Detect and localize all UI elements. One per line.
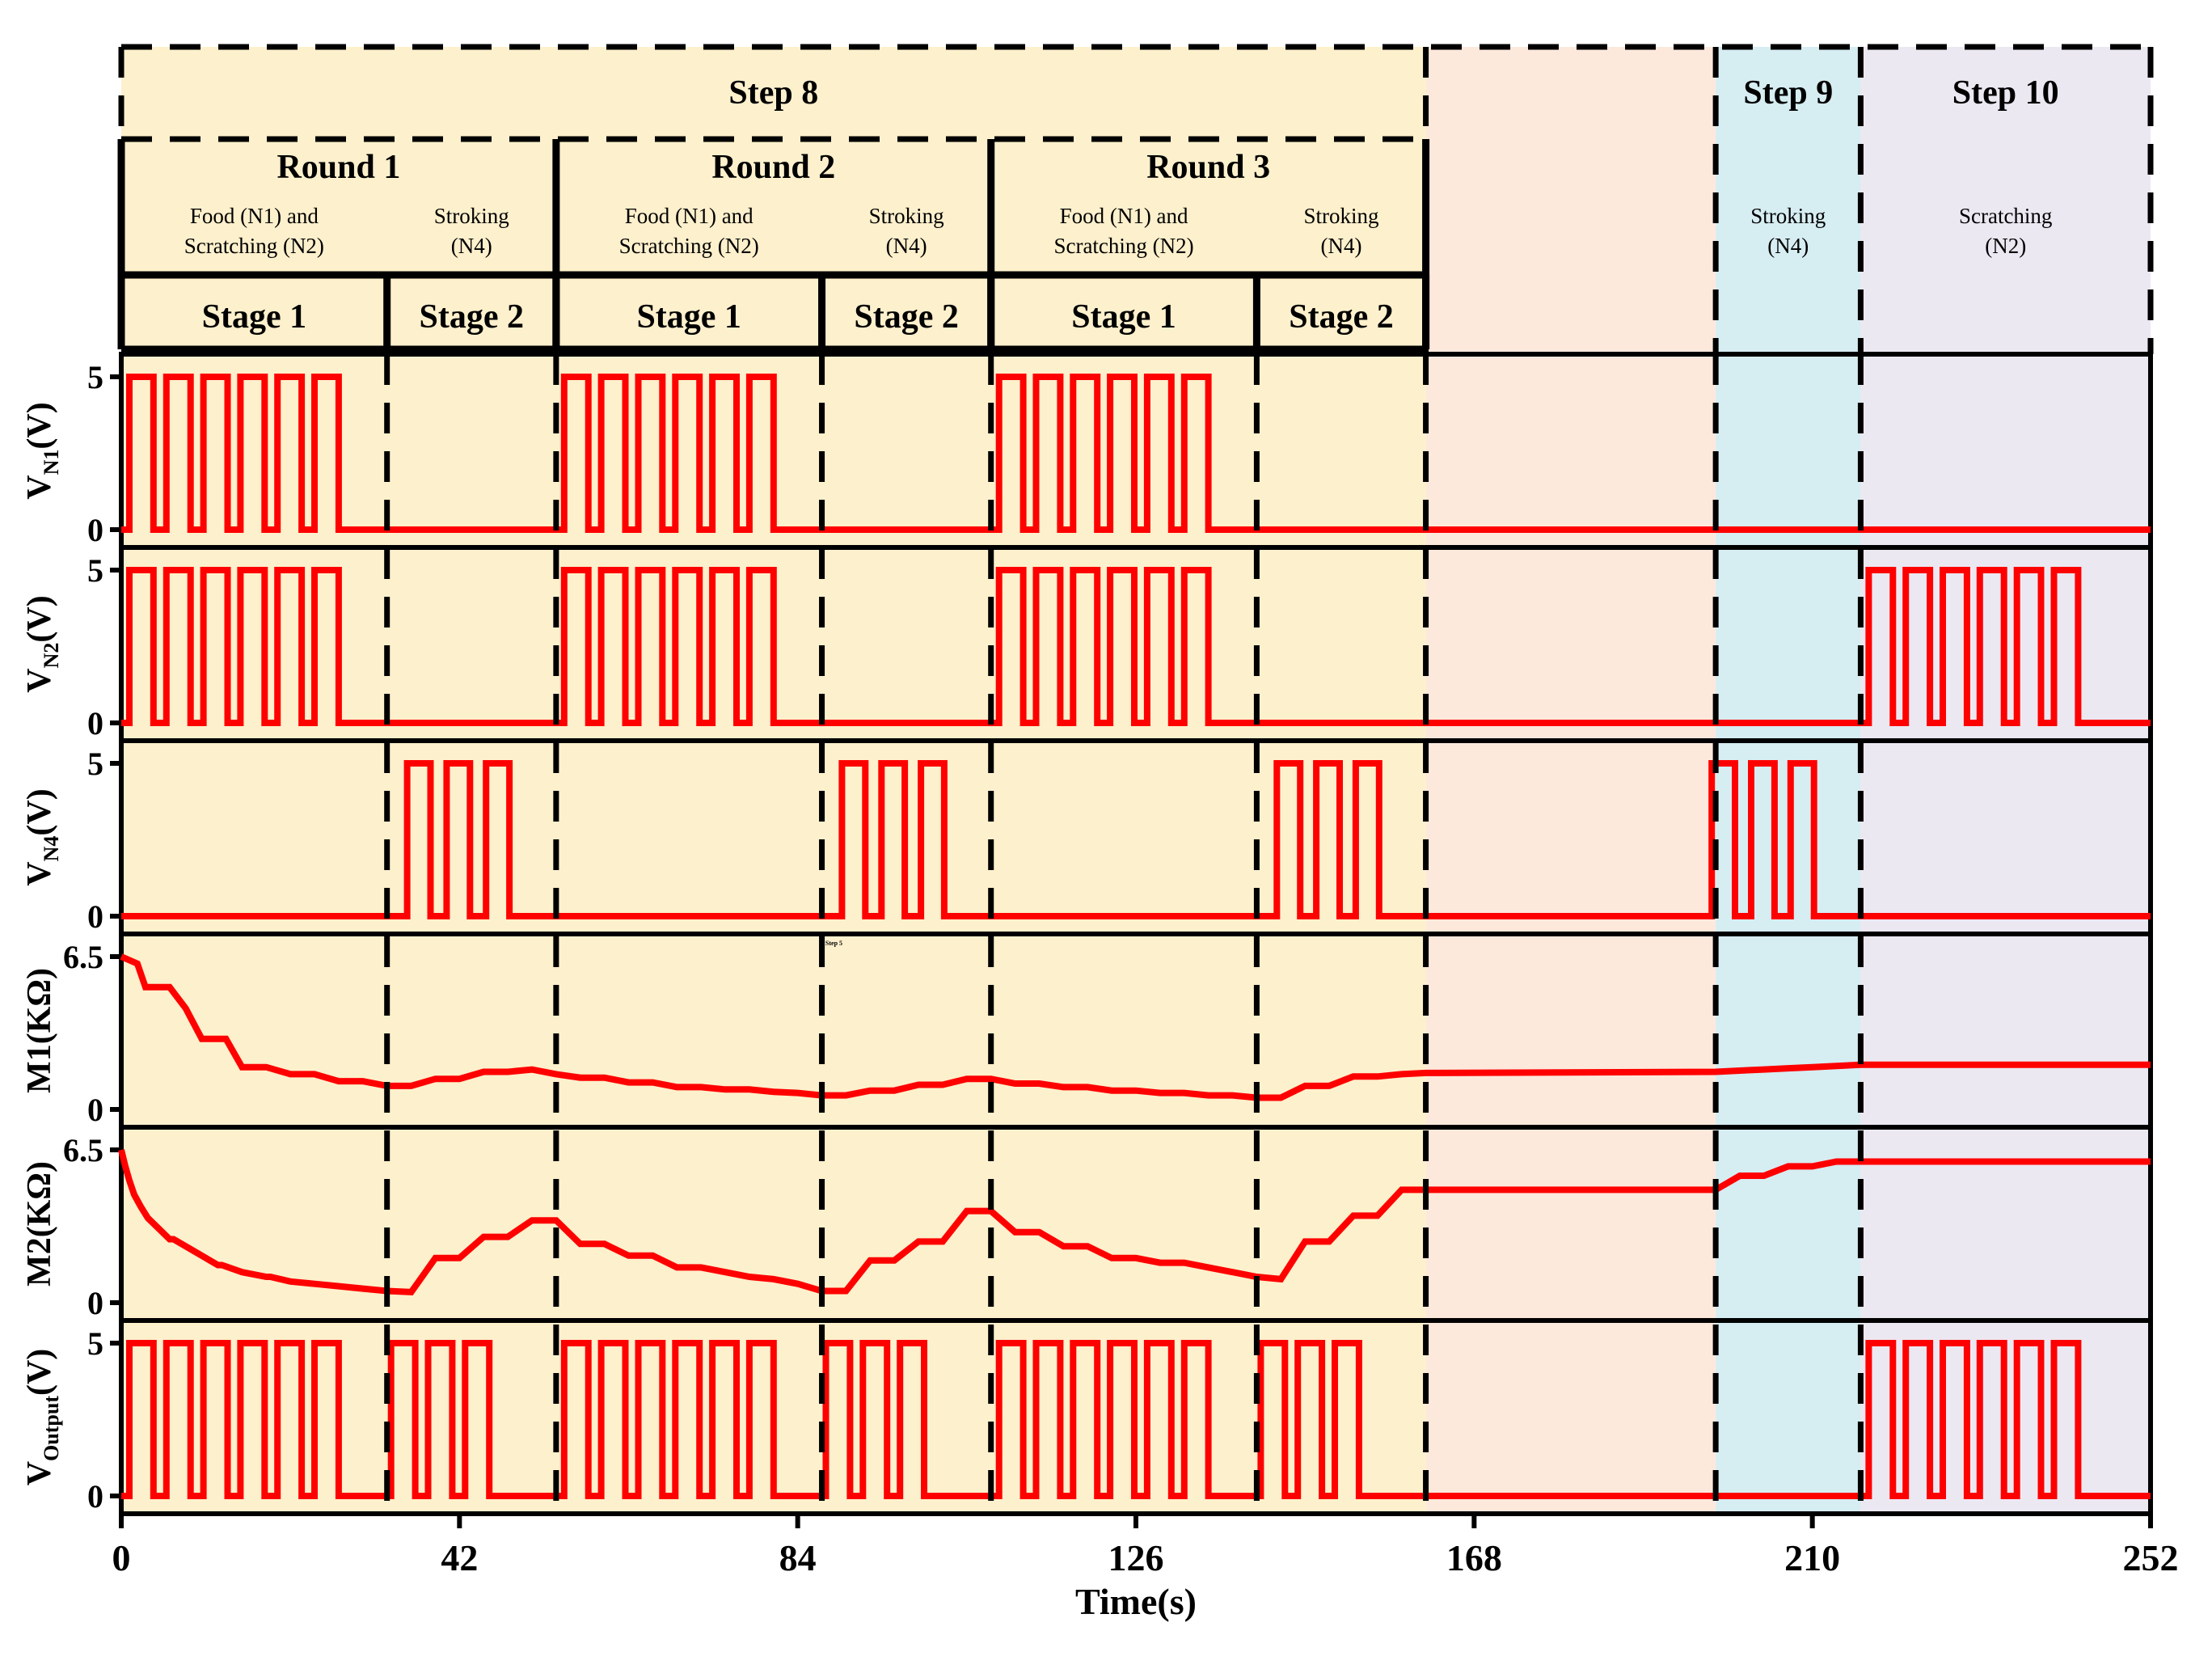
x-tick-label: 252	[2123, 1537, 2179, 1578]
y-axis-label-text: VOutput(V)	[21, 1349, 63, 1486]
x-tick-label: 210	[1784, 1537, 1840, 1578]
stage-label: Stage 1	[202, 298, 307, 336]
stage-label: Stage 2	[1289, 298, 1394, 336]
stage-desc-line: (N4)	[1320, 234, 1361, 258]
chart-header: Step 8 Step 9 Step 10 Round 1 Round 2 Round 3…	[117, 44, 2151, 353]
y-label-main: V	[21, 475, 58, 499]
x-tick-label: 42	[441, 1537, 478, 1578]
y-axis-label: VN1(V)	[21, 402, 63, 499]
stage-label: Stage 1	[1071, 298, 1176, 336]
step-label: Step 10	[1952, 74, 2059, 112]
y-tick-label: 0	[87, 512, 103, 548]
y-label-main: M2(KΩ)	[21, 1161, 58, 1287]
step-desc-line: (N4)	[1767, 234, 1809, 258]
signal-trace-4	[118, 1149, 2151, 1295]
x-tick-label: 126	[1108, 1537, 1164, 1578]
y-tick-label: 5	[87, 359, 103, 395]
stage-dividers	[118, 47, 2154, 1514]
stage-desc-line: Scratching (N2)	[184, 234, 324, 258]
round-label: Round 1	[276, 149, 400, 186]
stage-desc-line: (N4)	[886, 234, 927, 258]
y-axis-label-text: VN2(V)	[21, 595, 63, 692]
step-label: Step 8	[728, 74, 818, 112]
y-tick-label: 6.5	[63, 939, 103, 975]
y-axis-label: VOutput(V)	[21, 1349, 63, 1486]
step-desc-line: Stroking	[1750, 204, 1826, 228]
round-label: Round 3	[1146, 149, 1270, 186]
y-axis-label: M1(KΩ)	[21, 968, 58, 1093]
stage-label: Stage 1	[636, 298, 741, 336]
stage-desc-line: Scratching (N2)	[619, 234, 759, 258]
y-label-main: M1(KΩ)	[21, 968, 58, 1093]
y-label-unit: (V)	[21, 1349, 58, 1396]
signal-trace-3	[120, 953, 2151, 1101]
y-tick-label: 0	[87, 1285, 103, 1321]
stage-label: Stage 2	[420, 298, 525, 336]
y-label-unit: (V)	[21, 788, 58, 835]
x-axis: 0 42 84 126 168 210 252 Time(s)	[112, 1511, 2179, 1622]
y-tick-label: 0	[87, 705, 103, 742]
stage-desc-line: Stroking	[1303, 204, 1378, 228]
y-axis-label: M2(KΩ)	[21, 1161, 58, 1287]
step-background	[1425, 47, 1716, 1514]
signal-trace-1	[121, 567, 2151, 726]
stage-desc-line: (N4)	[451, 234, 492, 258]
stage-desc-line: Food (N1) and	[625, 204, 754, 228]
y-tick-label: 6.5	[63, 1132, 103, 1168]
y-tick-label: 0	[87, 1478, 103, 1515]
step-label: Step 9	[1743, 74, 1833, 112]
y-axis-label: VN4(V)	[21, 788, 63, 885]
stage-label: Stage 2	[854, 298, 959, 336]
x-tick-label: 0	[112, 1537, 131, 1578]
y-axis-label: VN2(V)	[21, 595, 63, 692]
stage-desc-line: Stroking	[869, 204, 944, 228]
y-label-main: V	[21, 861, 58, 885]
step-background	[1860, 47, 2151, 1514]
y-label-main: V	[21, 668, 58, 692]
signal-trace-2	[121, 760, 2151, 919]
y-tick-label: 0	[87, 1092, 103, 1128]
annotation-label: Step 5	[825, 940, 842, 947]
step-backgrounds	[121, 47, 2151, 1514]
y-tick-label: 5	[87, 552, 103, 589]
y-label-sub: N4	[40, 836, 63, 862]
y-tick-label: 5	[87, 746, 103, 782]
signal-trace-5	[121, 1340, 2151, 1499]
round-label: Round 2	[711, 149, 835, 186]
y-label-sub: N1	[40, 450, 63, 475]
x-tick-label: 84	[779, 1537, 817, 1578]
stage-desc-line: Stroking	[434, 204, 509, 228]
y-tick-label: 0	[87, 898, 103, 935]
signal-trace-0	[121, 374, 2151, 533]
y-label-unit: (V)	[21, 595, 58, 642]
y-label-sub: Output	[40, 1396, 63, 1461]
signal-panels: 05VN1(V)05VN2(V)05VN4(V)06.5M1(KΩ)06.5M2…	[21, 352, 2153, 1516]
y-label-sub: N2	[40, 643, 63, 669]
stage-desc-line: Food (N1) and	[190, 204, 319, 228]
x-tick-label: 168	[1446, 1537, 1502, 1578]
y-tick-label: 5	[87, 1325, 103, 1362]
y-label-main: V	[21, 1461, 58, 1485]
step-desc-line: Scratching	[1959, 204, 2052, 228]
stage-desc-line: Food (N1) and	[1060, 204, 1188, 228]
stage-desc-line: Scratching (N2)	[1053, 234, 1193, 258]
x-axis-label: Time(s)	[1075, 1581, 1197, 1622]
y-axis-label-text: VN1(V)	[21, 402, 63, 499]
step-desc-line: (N2)	[1985, 234, 2026, 258]
y-axis-label-text: VN4(V)	[21, 788, 63, 885]
y-axis-label-text: M1(KΩ)	[21, 968, 58, 1093]
y-label-unit: (V)	[21, 402, 58, 449]
y-axis-label-text: M2(KΩ)	[21, 1161, 58, 1287]
step-background	[121, 47, 1426, 1514]
